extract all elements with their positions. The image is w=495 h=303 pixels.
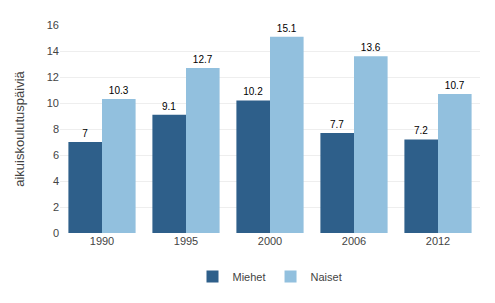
svg-text:15.1: 15.1 — [277, 23, 297, 34]
svg-text:2006: 2006 — [342, 235, 366, 247]
svg-text:10.3: 10.3 — [109, 85, 129, 96]
svg-text:7.2: 7.2 — [414, 125, 428, 136]
svg-text:9.1: 9.1 — [162, 101, 176, 112]
svg-text:2000: 2000 — [258, 235, 282, 247]
svg-text:10.7: 10.7 — [445, 80, 465, 91]
svg-text:12: 12 — [47, 71, 59, 83]
svg-text:6: 6 — [53, 149, 59, 161]
svg-text:7.7: 7.7 — [330, 119, 344, 130]
svg-text:13.6: 13.6 — [361, 42, 381, 53]
svg-text:12.7: 12.7 — [193, 54, 213, 65]
svg-text:Miehet: Miehet — [233, 271, 266, 283]
svg-text:2012: 2012 — [426, 235, 450, 247]
svg-text:4: 4 — [53, 175, 59, 187]
svg-text:Naiset: Naiset — [311, 271, 342, 283]
svg-text:10.2: 10.2 — [243, 86, 263, 97]
svg-text:1990: 1990 — [90, 235, 114, 247]
svg-text:8: 8 — [53, 123, 59, 135]
svg-text:2: 2 — [53, 201, 59, 213]
svg-text:0: 0 — [53, 227, 59, 239]
svg-text:10: 10 — [47, 97, 59, 109]
svg-text:16: 16 — [47, 19, 59, 31]
svg-text:14: 14 — [47, 45, 59, 57]
svg-text:aikuiskoulutuspäiviä: aikuiskoulutuspäiviä — [12, 70, 27, 186]
svg-text:1995: 1995 — [174, 235, 198, 247]
svg-text:7: 7 — [82, 128, 88, 139]
